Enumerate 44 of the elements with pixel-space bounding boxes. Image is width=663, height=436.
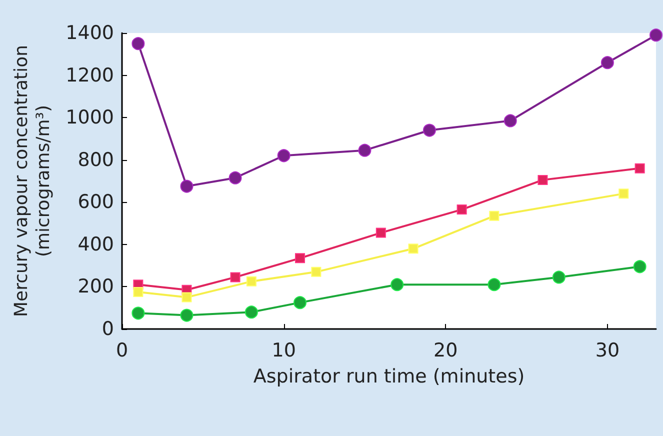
point [358,144,372,157]
point [132,37,145,50]
point [182,292,192,302]
point [295,253,305,264]
point [552,270,566,284]
point [504,114,517,128]
point [634,163,645,174]
x-tick-label: 30 [595,340,620,362]
point [538,174,548,185]
y-axis-title: Mercury vapour concentration (micrograms/m³) [11,44,54,318]
point [390,278,404,292]
point [489,210,500,221]
point [650,28,662,42]
x-tick-label: 10 [272,340,296,362]
x-tick-label: 20 [434,340,458,362]
y-tick-label: 600 [78,191,114,214]
y-tick-label: 200 [78,276,114,298]
y-tick-label: 400 [78,233,114,256]
point [633,260,646,274]
point [294,296,306,310]
point [408,244,418,254]
point [180,308,194,322]
point [132,306,145,320]
y-tick-label: 0 [102,318,114,340]
point [311,266,322,277]
point [133,287,144,297]
point [277,149,290,162]
point [230,272,240,282]
point [244,306,258,319]
y-tick-label: 800 [78,148,114,171]
y-tick-label: 1200 [66,64,114,86]
point [600,56,614,70]
y-tick-label: 1400 [66,22,114,44]
point [618,188,629,199]
point [422,124,436,137]
point [228,171,242,184]
point [376,228,386,238]
point [180,180,194,193]
y-tick-label: 1000 [66,106,114,129]
point [246,276,256,286]
point [456,204,467,215]
x-tick-label: 0 [116,340,128,362]
x-axis-title: Aspirator run time (minutes) [253,366,525,388]
point [488,278,501,292]
